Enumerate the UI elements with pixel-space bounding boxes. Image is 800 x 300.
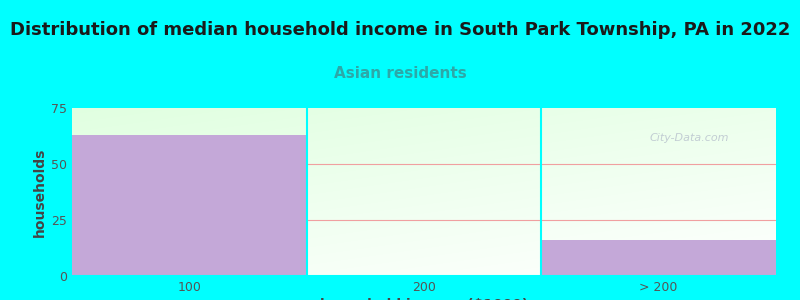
Text: City-Data.com: City-Data.com	[650, 133, 729, 143]
X-axis label: household income ($1000): household income ($1000)	[320, 298, 528, 300]
FancyBboxPatch shape	[72, 135, 306, 276]
Text: Asian residents: Asian residents	[334, 66, 466, 81]
Text: Distribution of median household income in South Park Township, PA in 2022: Distribution of median household income …	[10, 21, 790, 39]
Y-axis label: households: households	[33, 147, 47, 237]
FancyBboxPatch shape	[542, 240, 776, 276]
